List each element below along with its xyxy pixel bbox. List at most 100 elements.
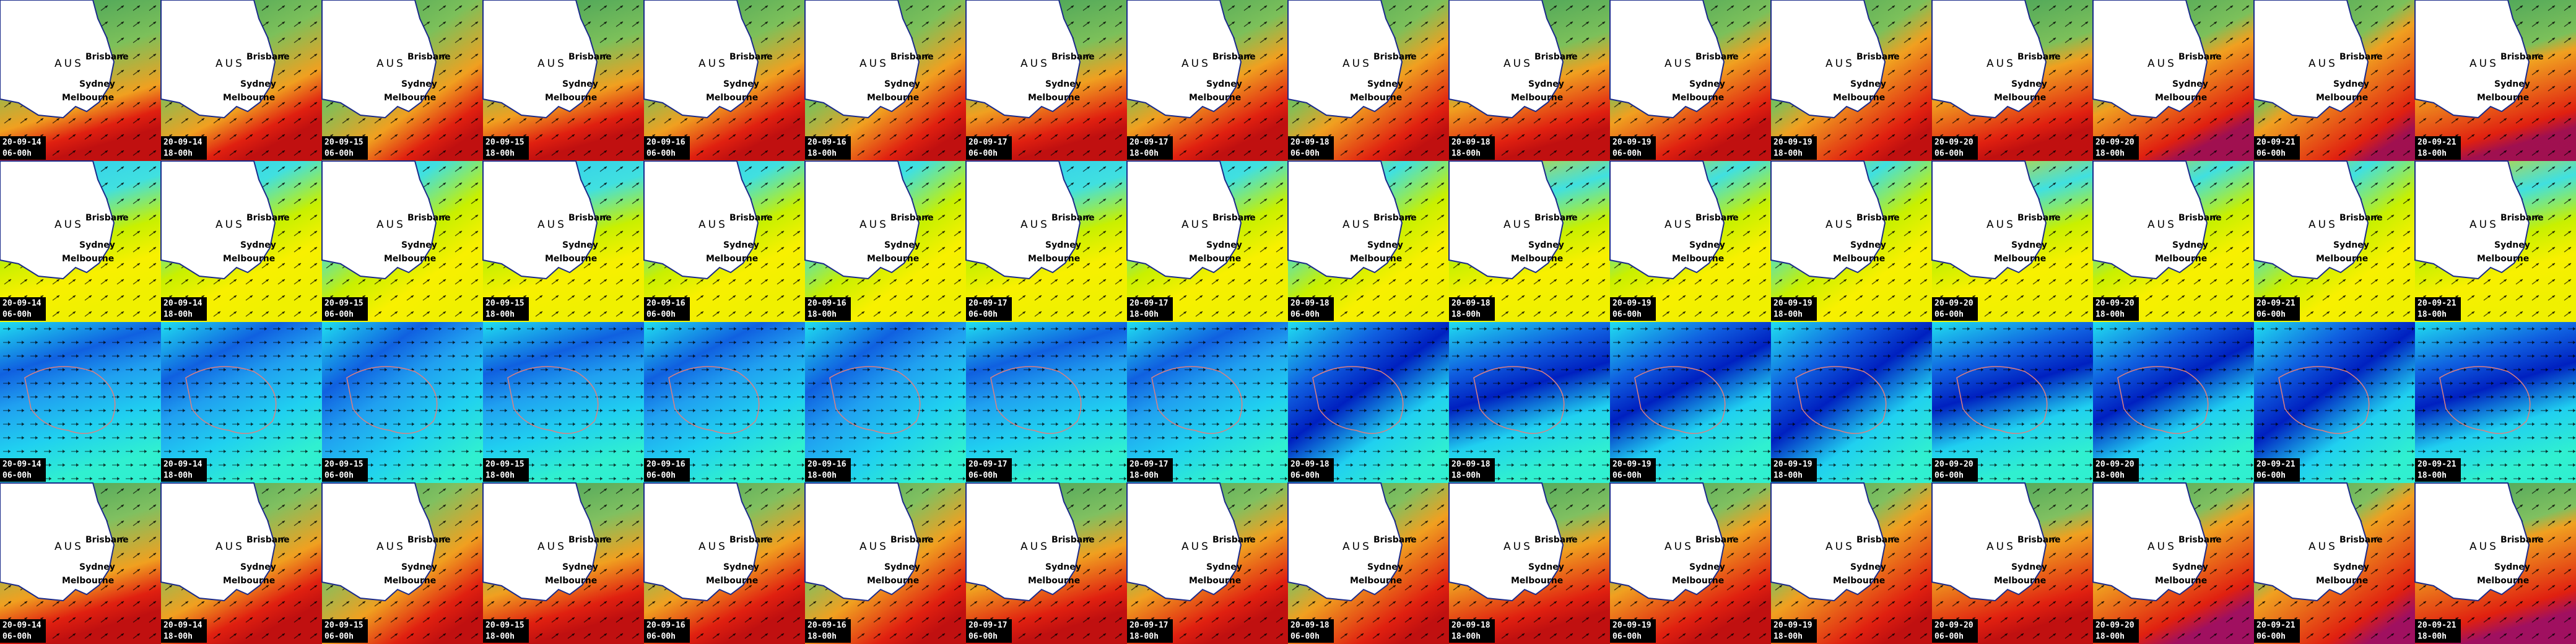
wind-arrows — [2093, 322, 2254, 483]
city-label: Melbourne — [867, 576, 919, 586]
date-label: 20-09-14 — [163, 460, 202, 469]
country-label: AUS — [2469, 58, 2499, 70]
stamp-background — [1127, 619, 1173, 643]
land-mass — [2253, 482, 2369, 602]
date-label: 20-09-15 — [485, 460, 524, 469]
stamp-background — [805, 458, 851, 482]
land-mass — [482, 482, 598, 602]
date-label: 20-09-20 — [1934, 138, 1973, 147]
date-label: 20-09-18 — [1451, 460, 1490, 469]
land-mass — [2253, 160, 2369, 280]
country-label: AUS — [215, 219, 245, 231]
stamp-background — [483, 619, 529, 643]
date-label: 20-09-14 — [163, 621, 202, 630]
time-label: 06-00h — [1290, 310, 1320, 320]
stamp-background — [322, 458, 368, 482]
time-label: 06-00h — [324, 310, 354, 320]
time-label: 06-00h — [1612, 632, 1642, 642]
city-label: Brisbane — [1373, 52, 1417, 62]
country-label: AUS — [215, 58, 245, 70]
country-label: AUS — [1342, 541, 1372, 553]
map-tile: 20-09-17 18-00h — [1127, 322, 1288, 483]
date-label: 20-09-17 — [968, 460, 1007, 469]
wind-arrows — [805, 322, 966, 483]
date-label: 20-09-14 — [2, 460, 41, 469]
date-label: 20-09-15 — [324, 621, 363, 630]
date-label: 20-09-20 — [2095, 621, 2134, 630]
city-label: Brisbane — [246, 535, 290, 545]
country-label: AUS — [1825, 219, 1855, 231]
city-label: Sydney — [562, 562, 598, 572]
city-label: Sydney — [723, 562, 759, 572]
city-label: Melbourne — [62, 93, 114, 103]
wind-arrows — [1127, 322, 1288, 483]
city-label: Brisbane — [1695, 52, 1739, 62]
city-label: Brisbane — [1051, 535, 1095, 545]
city-label: Brisbane — [1373, 213, 1417, 223]
country-label: AUS — [2147, 541, 2177, 553]
time-label: 18-00h — [485, 149, 515, 159]
land-mass — [1287, 160, 1403, 280]
time-label: 06-00h — [324, 471, 354, 481]
date-label: 20-09-16 — [646, 621, 685, 630]
country-label: AUS — [1986, 541, 2016, 553]
land-mass — [2414, 0, 2530, 119]
stamp-background — [805, 297, 851, 321]
country-label: AUS — [1020, 219, 1050, 231]
stamp-background — [2093, 458, 2139, 482]
city-label: Melbourne — [2155, 254, 2207, 264]
city-label: Brisbane — [2017, 52, 2061, 62]
date-label: 20-09-21 — [2417, 460, 2456, 469]
city-label: Brisbane — [1534, 213, 1578, 223]
stamp-background — [1932, 297, 1978, 321]
stamp-background — [1932, 458, 1978, 482]
land-mass — [2414, 482, 2530, 602]
city-label: Melbourne — [384, 93, 436, 103]
city-label: Sydney — [2011, 79, 2047, 89]
stamp-background — [2254, 136, 2300, 160]
date-label: 20-09-19 — [1773, 460, 1812, 469]
date-label: 20-09-20 — [1934, 460, 1973, 469]
coastline — [2278, 366, 2370, 434]
city-label: Sydney — [1045, 240, 1081, 250]
coastline — [346, 366, 438, 434]
city-label: Melbourne — [1672, 576, 1724, 586]
city-label: Sydney — [401, 240, 437, 250]
city-label: Melbourne — [1994, 254, 2046, 264]
coastline — [1473, 366, 1565, 434]
stamp-background — [1288, 458, 1334, 482]
time-label: 18-00h — [485, 471, 515, 481]
land-mass — [965, 0, 1081, 119]
coastline — [668, 366, 760, 434]
land-mass — [1287, 0, 1403, 119]
time-label: 06-00h — [968, 632, 998, 642]
wind-arrows — [644, 322, 805, 483]
city-label: Melbourne — [2155, 576, 2207, 586]
country-label: AUS — [859, 58, 889, 70]
city-label: Sydney — [2494, 240, 2530, 250]
city-label: Sydney — [2172, 240, 2208, 250]
city-label: Brisbane — [568, 535, 612, 545]
stamp-background — [322, 136, 368, 160]
city-label: Melbourne — [2477, 576, 2529, 586]
date-label: 20-09-15 — [324, 299, 363, 308]
stamp-background — [161, 619, 207, 643]
country-label: AUS — [1825, 58, 1855, 70]
land-mass — [321, 482, 437, 602]
stamp-background — [1771, 136, 1817, 160]
land-mass — [1287, 482, 1403, 602]
coastline — [1634, 366, 1726, 434]
city-label: Sydney — [1528, 79, 1564, 89]
coastline — [829, 366, 921, 434]
stamp-background — [2093, 619, 2139, 643]
